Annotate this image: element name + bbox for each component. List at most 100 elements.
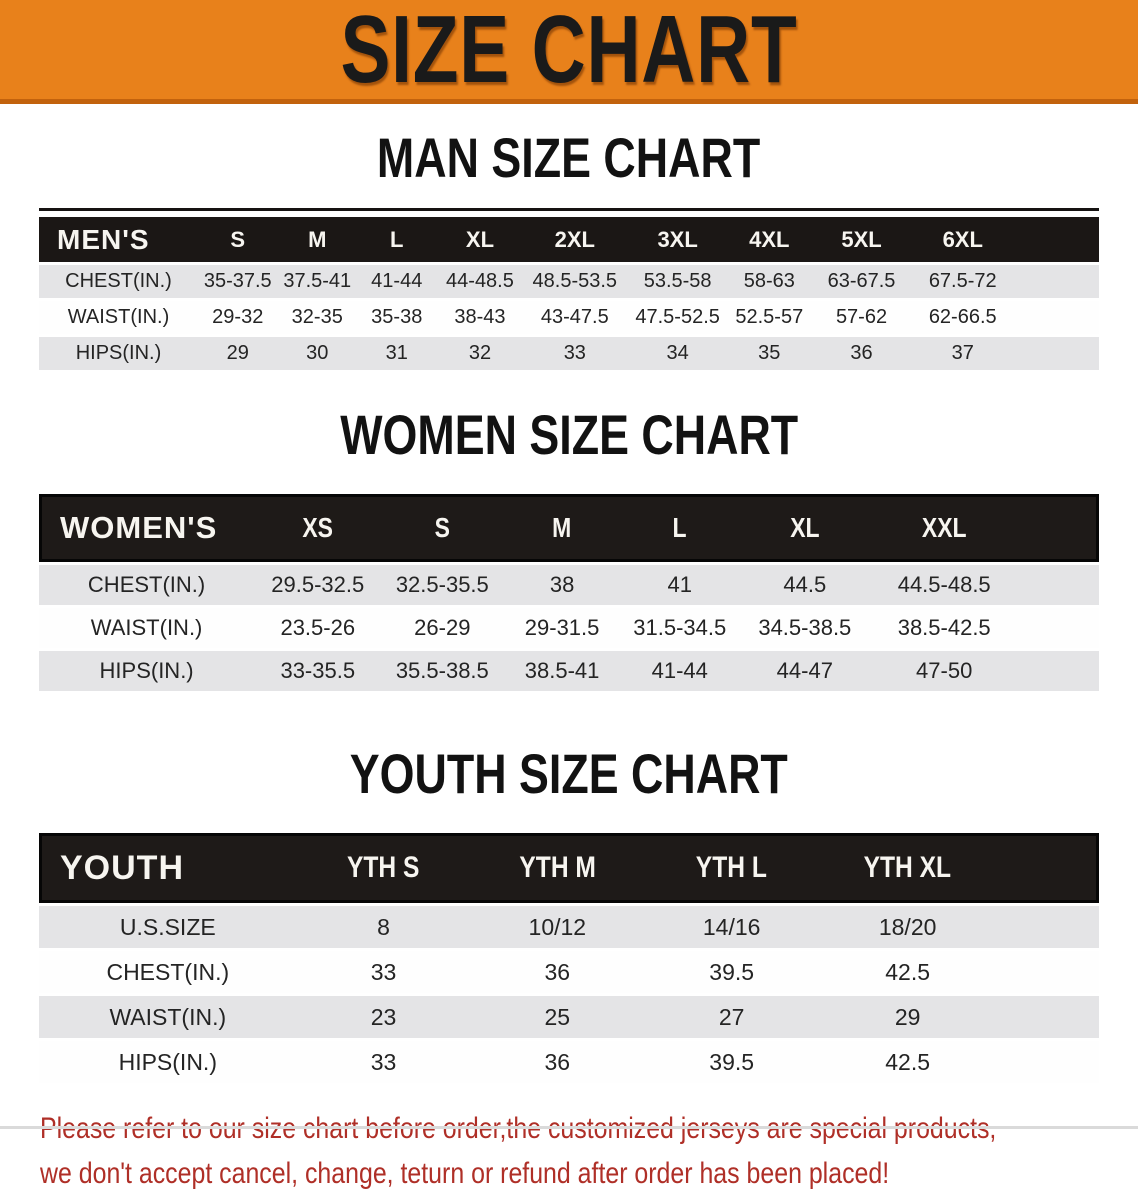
size-cell: 29.5-32.5 bbox=[254, 565, 382, 605]
size-cell: 39.5 bbox=[644, 1041, 820, 1083]
size-cell: 57-62 bbox=[809, 301, 914, 334]
youth-table-label: YOUTH bbox=[39, 833, 297, 903]
size-cell: 38-43 bbox=[436, 301, 524, 334]
women-size-table-wrap: WOMEN'S XS S M L XL XXL CHEST(IN.) 29.5-… bbox=[39, 491, 1099, 694]
size-cell: 63-67.5 bbox=[809, 265, 914, 298]
size-cell: 35.5-38.5 bbox=[381, 651, 504, 691]
col-header: M bbox=[277, 217, 357, 262]
women-section-heading: WOMEN SIZE CHART bbox=[0, 407, 1138, 463]
size-cell: 29 bbox=[198, 337, 278, 370]
row-label: CHEST(IN.) bbox=[39, 265, 198, 298]
size-cell: 38.5-41 bbox=[503, 651, 621, 691]
size-cell: 36 bbox=[809, 337, 914, 370]
col-header: S bbox=[198, 217, 278, 262]
size-cell: 32.5-35.5 bbox=[381, 565, 504, 605]
size-cell: 52.5-57 bbox=[729, 301, 810, 334]
size-cell: 47.5-52.5 bbox=[626, 301, 730, 334]
size-cell: 43-47.5 bbox=[523, 301, 627, 334]
size-cell: 62-66.5 bbox=[913, 301, 1013, 334]
title-banner: SIZE CHART bbox=[0, 0, 1138, 104]
men-size-table-wrap: MEN'S S M L XL 2XL 3XL 4XL 5XL 6XL CHEST… bbox=[39, 208, 1099, 373]
size-cell: 47-50 bbox=[871, 651, 1018, 691]
row-spacer bbox=[1012, 337, 1099, 370]
size-cell: 33 bbox=[296, 951, 471, 993]
table-row: HIPS(IN.) 33 36 39.5 42.5 bbox=[39, 1041, 1099, 1083]
size-cell: 35-37.5 bbox=[198, 265, 278, 298]
size-cell: 48.5-53.5 bbox=[523, 265, 627, 298]
row-spacer bbox=[996, 906, 1099, 948]
men-table-label: MEN'S bbox=[39, 217, 198, 262]
size-cell: 25 bbox=[470, 996, 645, 1038]
header-spacer bbox=[996, 833, 1099, 903]
row-spacer bbox=[1012, 265, 1099, 298]
size-cell: 33 bbox=[296, 1041, 471, 1083]
page-title: SIZE CHART bbox=[340, 0, 798, 103]
row-spacer bbox=[1012, 301, 1099, 334]
col-header: L bbox=[357, 217, 437, 262]
size-cell: 67.5-72 bbox=[913, 265, 1013, 298]
header-spacer bbox=[1012, 217, 1099, 262]
size-cell: 32 bbox=[436, 337, 524, 370]
row-label: U.S.SIZE bbox=[39, 906, 297, 948]
size-cell: 10/12 bbox=[470, 906, 645, 948]
col-header: 4XL bbox=[729, 217, 810, 262]
table-row: CHEST(IN.) 29.5-32.5 32.5-35.5 38 41 44.… bbox=[39, 565, 1099, 605]
table-row: WAIST(IN.) 29-32 32-35 35-38 38-43 43-47… bbox=[39, 301, 1099, 334]
women-heading-text: WOMEN SIZE CHART bbox=[340, 403, 798, 466]
size-cell: 32-35 bbox=[277, 301, 357, 334]
size-cell: 41-44 bbox=[357, 265, 437, 298]
youth-header-row: YOUTH YTH S YTH M YTH L YTH XL bbox=[39, 833, 1099, 903]
size-cell: 31.5-34.5 bbox=[620, 608, 739, 648]
size-cell: 26-29 bbox=[381, 608, 504, 648]
row-spacer bbox=[996, 1041, 1099, 1083]
row-spacer bbox=[996, 996, 1099, 1038]
bottom-divider bbox=[0, 1126, 1138, 1129]
table-row: HIPS(IN.) 33-35.5 35.5-38.5 38.5-41 41-4… bbox=[39, 651, 1099, 691]
size-cell: 8 bbox=[296, 906, 471, 948]
women-table-label: WOMEN'S bbox=[39, 494, 255, 562]
size-cell: 53.5-58 bbox=[626, 265, 730, 298]
row-label: WAIST(IN.) bbox=[39, 996, 297, 1038]
size-cell: 38.5-42.5 bbox=[871, 608, 1018, 648]
youth-size-table-wrap: YOUTH YTH S YTH M YTH L YTH XL U.S.SIZE … bbox=[39, 830, 1099, 1086]
size-cell: 44-47 bbox=[738, 651, 872, 691]
size-cell: 33 bbox=[523, 337, 627, 370]
size-cell: 29-31.5 bbox=[503, 608, 621, 648]
row-label: HIPS(IN.) bbox=[39, 651, 255, 691]
size-cell: 30 bbox=[277, 337, 357, 370]
col-header: XL bbox=[436, 217, 524, 262]
col-header: L bbox=[620, 494, 739, 562]
row-spacer bbox=[1017, 565, 1099, 605]
col-header: YTH M bbox=[470, 833, 645, 903]
size-cell: 36 bbox=[470, 1041, 645, 1083]
table-row: CHEST(IN.) 35-37.5 37.5-41 41-44 44-48.5… bbox=[39, 265, 1099, 298]
table-row: WAIST(IN.) 23.5-26 26-29 29-31.5 31.5-34… bbox=[39, 608, 1099, 648]
col-header: M bbox=[503, 494, 621, 562]
col-header: 6XL bbox=[913, 217, 1013, 262]
table-row: CHEST(IN.) 33 36 39.5 42.5 bbox=[39, 951, 1099, 993]
size-cell: 58-63 bbox=[729, 265, 810, 298]
size-cell: 23.5-26 bbox=[254, 608, 382, 648]
row-spacer bbox=[996, 951, 1099, 993]
size-cell: 41-44 bbox=[620, 651, 739, 691]
policy-line-2: we don't accept cancel, change, teturn o… bbox=[40, 1157, 890, 1190]
row-label: WAIST(IN.) bbox=[39, 608, 255, 648]
size-cell: 27 bbox=[644, 996, 820, 1038]
size-cell: 34.5-38.5 bbox=[738, 608, 872, 648]
men-size-table: MEN'S S M L XL 2XL 3XL 4XL 5XL 6XL CHEST… bbox=[39, 214, 1099, 373]
header-spacer bbox=[1017, 494, 1099, 562]
size-cell: 34 bbox=[626, 337, 730, 370]
col-header: YTH S bbox=[296, 833, 471, 903]
col-header: 2XL bbox=[523, 217, 627, 262]
youth-section-heading: YOUTH SIZE CHART bbox=[0, 746, 1138, 802]
men-heading-text: MAN SIZE CHART bbox=[377, 126, 761, 189]
col-header: 5XL bbox=[809, 217, 914, 262]
size-cell: 38 bbox=[503, 565, 621, 605]
men-header-row: MEN'S S M L XL 2XL 3XL 4XL 5XL 6XL bbox=[39, 217, 1099, 262]
row-spacer bbox=[1017, 608, 1099, 648]
table-row: U.S.SIZE 8 10/12 14/16 18/20 bbox=[39, 906, 1099, 948]
size-cell: 41 bbox=[620, 565, 739, 605]
size-cell: 37.5-41 bbox=[277, 265, 357, 298]
table-row: HIPS(IN.) 29 30 31 32 33 34 35 36 37 bbox=[39, 337, 1099, 370]
